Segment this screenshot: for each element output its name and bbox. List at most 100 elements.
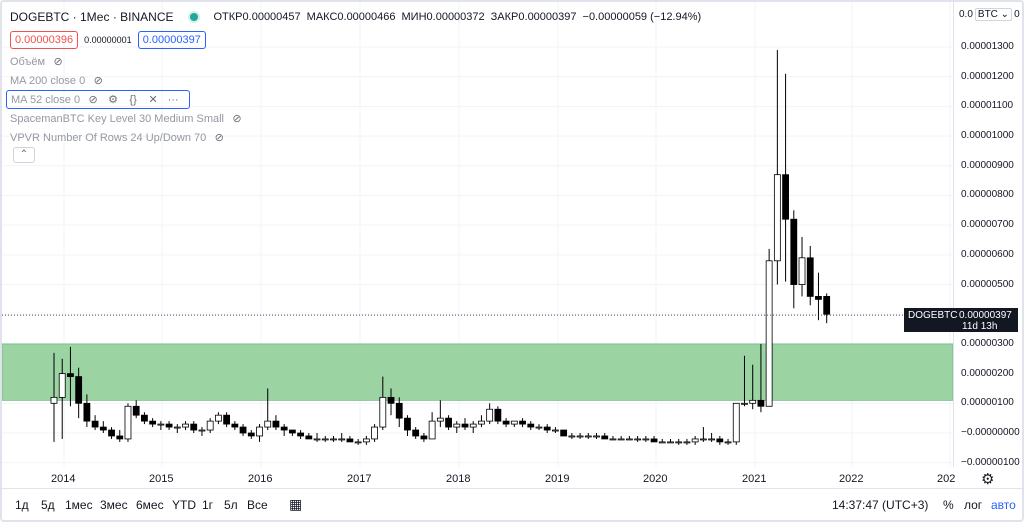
candle-body	[773, 174, 781, 262]
price-tick-label: 0.00000500	[961, 278, 1014, 290]
price-tick-label: 0.00000800	[961, 189, 1014, 201]
candle-body	[502, 420, 510, 425]
candle-body	[256, 426, 263, 437]
ohlc-low: МИН0.00000372	[401, 11, 485, 23]
candle-body	[404, 417, 411, 431]
ohlc-high: МАКС0.00000466	[306, 11, 396, 23]
candle-body	[124, 405, 132, 440]
candle-body	[67, 373, 74, 377]
spread-value: 0.00000001	[84, 35, 132, 45]
candle-body	[297, 432, 305, 437]
candle-body	[609, 438, 617, 441]
candle-body	[782, 174, 789, 220]
candle-body	[272, 420, 280, 428]
chart-legend: DOGEBTC · 1Мес · BINANCE ОТКР0.00000457 …	[6, 8, 702, 147]
candle-body	[741, 402, 748, 405]
range-ytd[interactable]: YTD	[172, 498, 196, 512]
candle-body	[116, 435, 124, 440]
candle-body	[667, 441, 674, 444]
candle-body	[387, 396, 395, 404]
time-tick-label: 2022	[839, 473, 864, 485]
candle-body	[461, 423, 469, 428]
time-tick-label: 2014	[51, 473, 76, 485]
candle-body	[798, 257, 806, 285]
sell-button[interactable]: 0.00000396	[10, 31, 79, 49]
candle-body	[338, 438, 346, 441]
price-chart[interactable]	[2, 2, 953, 467]
candle-body	[732, 402, 740, 443]
settings-icon[interactable]: ⚙	[108, 94, 119, 106]
range-1y[interactable]: 1г	[202, 498, 214, 512]
indicator-volume[interactable]: Объём ⊘	[10, 52, 701, 71]
eye-off-icon[interactable]: ⊘	[53, 56, 63, 68]
candle-body	[247, 432, 255, 437]
candle-body	[535, 426, 543, 429]
candle-body	[584, 435, 592, 438]
candle-body	[132, 405, 140, 416]
price-tick-label: 0.00000900	[961, 159, 1014, 171]
auto-toggle[interactable]: авто	[991, 498, 1016, 512]
range-3m[interactable]: 3мес	[100, 498, 128, 512]
candle-body	[280, 426, 288, 431]
candle-body	[650, 438, 658, 443]
candle-body	[288, 429, 296, 434]
collapse-legend-button[interactable]: ⌃	[13, 147, 35, 163]
candle-body	[99, 426, 107, 431]
candle-body	[658, 441, 666, 444]
candle-body	[50, 396, 58, 404]
candle-body	[83, 402, 91, 422]
indicator-ma52[interactable]: MA 52 close 0 ⊘ ⚙ {} ✕ ···	[6, 90, 190, 109]
range-1d[interactable]: 1д	[15, 498, 29, 512]
buy-button[interactable]: 0.00000397	[137, 31, 206, 49]
calendar-icon[interactable]: ▦	[289, 496, 303, 512]
time-tick-label: 202	[937, 473, 956, 485]
candle-body	[206, 420, 214, 431]
close-icon[interactable]: ✕	[148, 94, 158, 106]
time-tick-label: 2020	[643, 473, 668, 485]
candle-body	[330, 438, 337, 441]
percent-toggle[interactable]: %	[943, 498, 954, 512]
ohlc-change: −0.00000059 (−12.94%)	[582, 11, 702, 23]
candle-body	[494, 408, 502, 422]
indicator-spaceman[interactable]: SpacemanBTC Key Level 30 Medium Small ⊘	[10, 109, 701, 128]
range-all[interactable]: Все	[247, 498, 268, 512]
range-1m[interactable]: 1мес	[65, 498, 93, 512]
price-axis[interactable]	[953, 2, 1022, 467]
candle-body	[691, 438, 699, 443]
candle-body	[543, 426, 551, 431]
price-tick-label: 0.00001200	[961, 70, 1014, 82]
eye-off-icon[interactable]: ⊘	[93, 75, 103, 87]
eye-off-icon[interactable]: ⊘	[232, 113, 242, 125]
indicator-ma200[interactable]: MA 200 close 0 ⊘	[10, 71, 701, 90]
axis-currency: 0.0 BTC ⌄ 0	[959, 8, 1020, 21]
candle-body	[428, 420, 436, 440]
symbol-title[interactable]: DOGEBTC · 1Мес · BINANCE	[10, 10, 174, 24]
range-6m[interactable]: 6мес	[136, 498, 164, 512]
currency-dropdown[interactable]: BTC ⌄	[974, 8, 1013, 21]
candle-body	[634, 438, 642, 441]
candle-body	[75, 376, 83, 404]
candle-body	[765, 260, 773, 407]
candle-body	[231, 423, 239, 428]
indicator-vpvr[interactable]: VPVR Number Of Rows 24 Up/Down 70 ⊘	[10, 128, 701, 147]
price-tick-label: 0.00001000	[961, 130, 1014, 142]
more-icon[interactable]: ···	[167, 93, 179, 106]
eye-off-icon[interactable]: ⊘	[88, 94, 98, 106]
gear-icon[interactable]: ⚙	[981, 471, 995, 488]
clock-time[interactable]: 14:37:47 (UTC+3)	[832, 498, 929, 512]
source-code-icon[interactable]: {}	[129, 93, 137, 106]
candle-body	[642, 438, 650, 441]
candle-body	[708, 438, 715, 441]
time-tick-label: 2016	[248, 473, 273, 485]
range-5d[interactable]: 5д	[41, 498, 55, 512]
candle-body	[568, 435, 576, 438]
candle-body	[223, 414, 231, 425]
candle-body	[436, 417, 444, 422]
range-5y[interactable]: 5л	[224, 498, 238, 512]
candle-body	[749, 399, 757, 404]
candle-body	[149, 420, 157, 425]
log-toggle[interactable]: лог	[964, 498, 983, 512]
candle-body	[683, 441, 691, 444]
eye-off-icon[interactable]: ⊘	[214, 132, 224, 144]
